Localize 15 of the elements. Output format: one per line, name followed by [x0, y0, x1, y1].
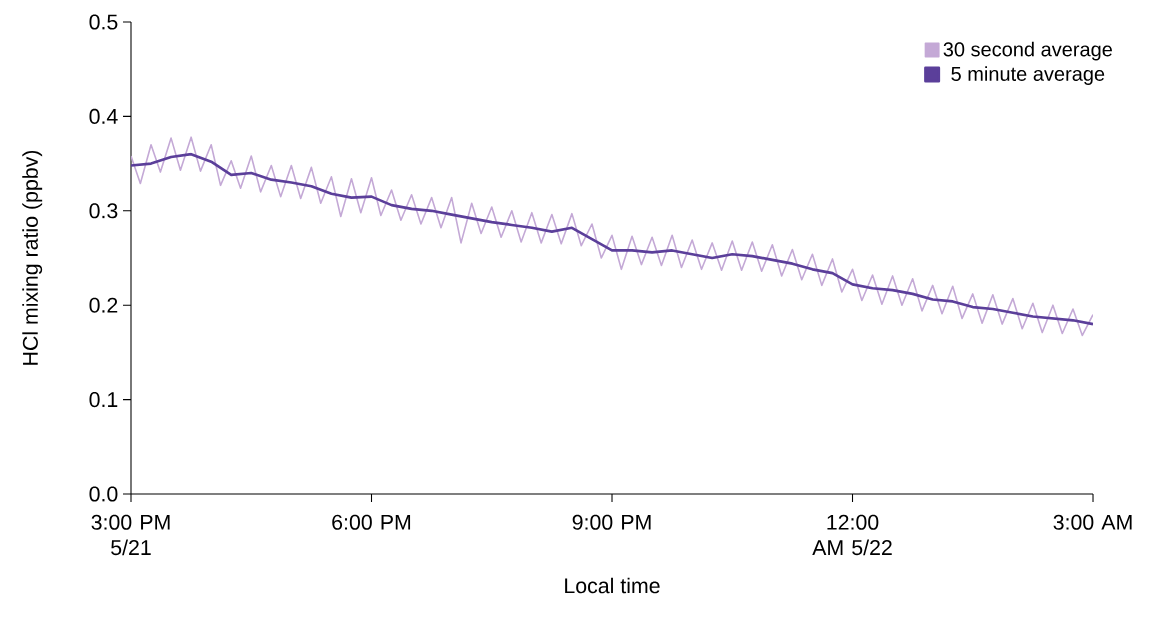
- x-tick-label: 3:00 AM: [1053, 514, 1132, 530]
- y-tick-label: 0.0: [89, 486, 118, 502]
- y-tick-label: 0.3: [89, 203, 118, 219]
- y-tick-label: 0.5: [89, 14, 118, 30]
- y-tick-label: 0.4: [89, 108, 118, 124]
- x-axis-title: Local time: [565, 577, 660, 594]
- x-tick-label: 9:00 PM: [572, 514, 651, 530]
- legend-label: 5 minute average: [951, 66, 1105, 85]
- y-tick-label: 0.2: [89, 297, 118, 313]
- x-tick-label: 6:00 PM: [332, 514, 411, 530]
- y-tick-label: 0.1: [89, 392, 118, 408]
- legend-label: 30 second average: [943, 41, 1112, 61]
- x-tick-label: 3:00 PM 5/21: [91, 514, 170, 556]
- x-tick-label: 12:00 AM 5/22: [812, 514, 892, 556]
- y-axis-title: HCl mixing ratio (ppbv): [22, 150, 43, 365]
